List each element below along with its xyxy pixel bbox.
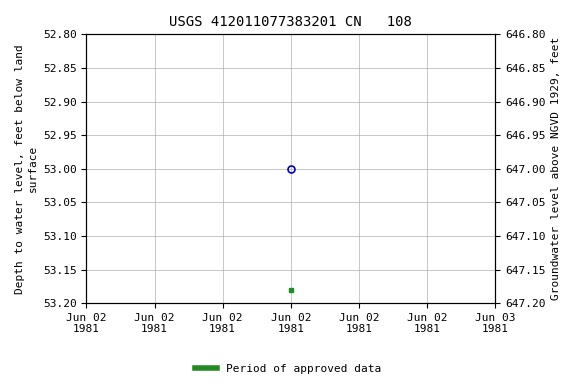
Y-axis label: Depth to water level, feet below land
surface: Depth to water level, feet below land su… [15, 44, 37, 294]
Y-axis label: Groundwater level above NGVD 1929, feet: Groundwater level above NGVD 1929, feet [551, 37, 561, 300]
Title: USGS 412011077383201 CN   108: USGS 412011077383201 CN 108 [169, 15, 412, 29]
Legend: Period of approved data: Period of approved data [191, 359, 385, 379]
